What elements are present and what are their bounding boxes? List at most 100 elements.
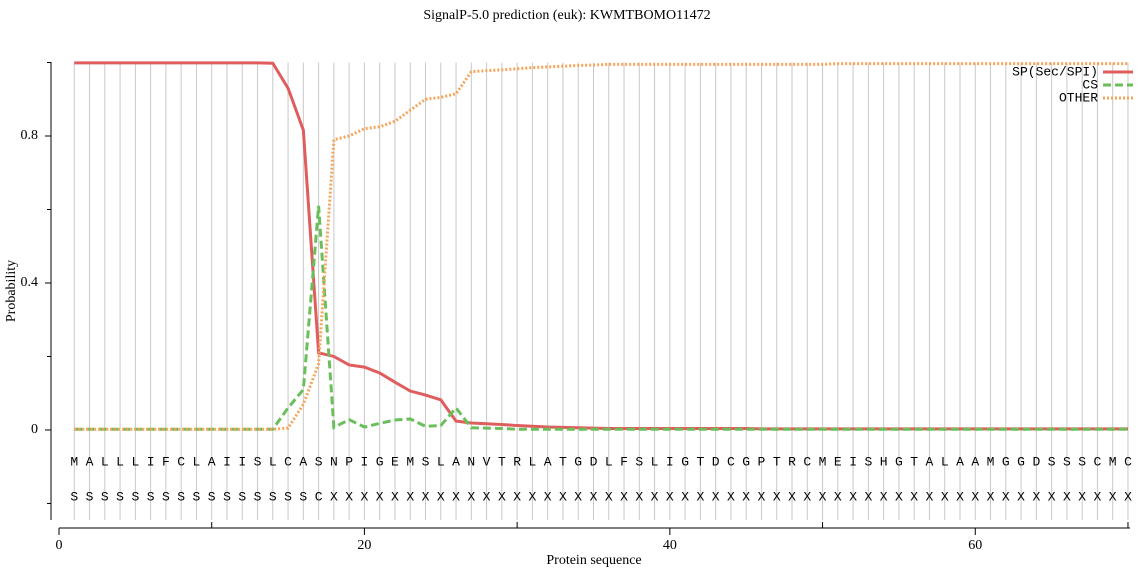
residue: M bbox=[987, 454, 995, 469]
residue-label: S bbox=[86, 489, 94, 504]
residue-label: X bbox=[620, 489, 628, 504]
residue: V bbox=[483, 454, 491, 469]
residue: A bbox=[971, 454, 979, 469]
residue-label: X bbox=[422, 489, 430, 504]
x-tick-label: 20 bbox=[357, 538, 371, 553]
residue: P bbox=[758, 454, 766, 469]
residue: M bbox=[1109, 454, 1117, 469]
residue: L bbox=[193, 454, 201, 469]
residue-label: S bbox=[177, 489, 185, 504]
residue: S bbox=[254, 454, 262, 469]
residue: G bbox=[1002, 454, 1010, 469]
residue: S bbox=[1063, 454, 1071, 469]
residue-label: X bbox=[574, 489, 582, 504]
residue-label: X bbox=[773, 489, 781, 504]
residue-label: X bbox=[1032, 489, 1040, 504]
residue: M bbox=[406, 454, 414, 469]
residue-label: X bbox=[376, 489, 384, 504]
series-line bbox=[74, 205, 1128, 431]
residue: L bbox=[528, 454, 536, 469]
residue-label: S bbox=[299, 489, 307, 504]
residue-label: X bbox=[605, 489, 613, 504]
residue: R bbox=[788, 454, 796, 469]
residue: L bbox=[605, 454, 613, 469]
residue: L bbox=[941, 454, 949, 469]
residue-label: S bbox=[269, 489, 277, 504]
residue: C bbox=[1124, 454, 1132, 469]
y-tick-label: 0 bbox=[31, 422, 38, 437]
residue-label: X bbox=[666, 489, 674, 504]
residue-label: X bbox=[742, 489, 750, 504]
residue-label: S bbox=[162, 489, 170, 504]
residue-label: X bbox=[987, 489, 995, 504]
residue-label: X bbox=[971, 489, 979, 504]
residue: M bbox=[70, 454, 78, 469]
residue: L bbox=[101, 454, 109, 469]
residue: A bbox=[86, 454, 94, 469]
series-line bbox=[74, 61, 1128, 431]
residue-label: X bbox=[956, 489, 964, 504]
residue: L bbox=[269, 454, 277, 469]
residue-label: S bbox=[101, 489, 109, 504]
residue: E bbox=[834, 454, 842, 469]
residue-label: X bbox=[819, 489, 827, 504]
residue: M bbox=[819, 454, 827, 469]
residue-label: X bbox=[483, 489, 491, 504]
residue: A bbox=[544, 454, 552, 469]
residue: T bbox=[696, 454, 704, 469]
residue-label: X bbox=[849, 489, 857, 504]
residue-label: X bbox=[528, 489, 536, 504]
residue-label: X bbox=[834, 489, 842, 504]
residue: G bbox=[574, 454, 582, 469]
residue: I bbox=[147, 454, 155, 469]
x-tick-label: 60 bbox=[968, 538, 982, 553]
y-tick-label: 0.8 bbox=[21, 128, 39, 143]
residue: T bbox=[498, 454, 506, 469]
residue-label: X bbox=[1094, 489, 1102, 504]
residue-label: S bbox=[254, 489, 262, 504]
residue: S bbox=[1048, 454, 1056, 469]
residue: H bbox=[880, 454, 888, 469]
residue-label: X bbox=[498, 489, 506, 504]
residue-label: C bbox=[315, 489, 323, 504]
residue: G bbox=[681, 454, 689, 469]
residue-label: X bbox=[544, 489, 552, 504]
residue-label: S bbox=[131, 489, 139, 504]
residue: R bbox=[513, 454, 521, 469]
residue-label: X bbox=[361, 489, 369, 504]
residue-label: X bbox=[727, 489, 735, 504]
residue: T bbox=[910, 454, 918, 469]
residue-label: X bbox=[1017, 489, 1025, 504]
residue-label: X bbox=[681, 489, 689, 504]
residue-label: X bbox=[696, 489, 704, 504]
residue-label: X bbox=[1124, 489, 1132, 504]
residue: S bbox=[635, 454, 643, 469]
residue: A bbox=[299, 454, 307, 469]
residue: A bbox=[208, 454, 216, 469]
residue: L bbox=[651, 454, 659, 469]
residue: I bbox=[361, 454, 369, 469]
residue-label: S bbox=[284, 489, 292, 504]
residue: A bbox=[452, 454, 460, 469]
residue-label: X bbox=[1002, 489, 1010, 504]
residue: N bbox=[330, 454, 338, 469]
residue: C bbox=[727, 454, 735, 469]
residue-label: S bbox=[70, 489, 78, 504]
residue: L bbox=[131, 454, 139, 469]
residue: I bbox=[238, 454, 246, 469]
residue-label: X bbox=[941, 489, 949, 504]
residue-label: X bbox=[864, 489, 872, 504]
residue: C bbox=[284, 454, 292, 469]
residue-label: X bbox=[559, 489, 567, 504]
residue-label: X bbox=[437, 489, 445, 504]
residue: S bbox=[864, 454, 872, 469]
residue-label: X bbox=[345, 489, 353, 504]
residue-label: X bbox=[406, 489, 414, 504]
residue: F bbox=[620, 454, 628, 469]
y-tick-label: 0.4 bbox=[21, 275, 39, 290]
residue: D bbox=[712, 454, 720, 469]
residue: E bbox=[391, 454, 399, 469]
chart-title: SignalP-5.0 prediction (euk): KWMTBOMO11… bbox=[423, 8, 710, 23]
residue-label: X bbox=[1048, 489, 1056, 504]
